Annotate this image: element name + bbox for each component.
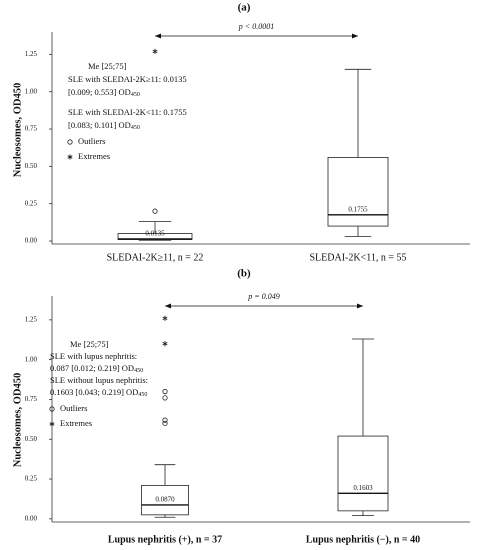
y-tick-label: 0.25 <box>25 475 38 483</box>
note-text: [0.083; 0.101] OD <box>68 120 131 130</box>
extreme-stroke <box>162 342 168 346</box>
y-axis-label: Nucleosomes, OD450 <box>12 373 23 468</box>
note-subscript: 450 <box>138 392 147 398</box>
box <box>337 435 389 512</box>
note: SLE with lupus nephritis: <box>50 351 137 361</box>
note: SLE with SLEDAI-2K≥11: 0.0135 <box>68 74 187 84</box>
median-label: 0.1603 <box>353 484 373 492</box>
x-tick-label: Lupus nephritis (−), n = 40 <box>306 534 420 545</box>
outlier <box>152 208 158 214</box>
note-subscript: 450 <box>131 125 140 131</box>
chart-title: (a) <box>238 2 251 14</box>
note: Me [25;75] <box>88 61 127 71</box>
outlier <box>162 395 168 401</box>
note-text: SLE with SLEDAI-2K≥11: 0.0135 <box>68 74 187 84</box>
extreme <box>152 48 158 55</box>
y-tick-label: 1.00 <box>25 355 38 363</box>
median-label: 0.0135 <box>145 230 165 238</box>
median-label: 0.0870 <box>155 496 175 504</box>
note-subscript: 450 <box>134 368 143 374</box>
chart-title: (b) <box>237 268 251 280</box>
outlier <box>162 388 168 395</box>
note-subscript: 450 <box>131 92 140 98</box>
note-text: 0.1603 [0.043; 0.219] OD <box>50 387 138 397</box>
note-text: 0.087 [0.012; 0.219] OD <box>50 363 134 373</box>
box <box>327 157 389 227</box>
extreme-stroke <box>152 49 158 54</box>
y-tick-label: 0.75 <box>25 395 38 403</box>
note: [0.009; 0.553] OD450 <box>68 87 140 98</box>
median-label: 0.1755 <box>348 205 368 213</box>
legend-label: Extremes <box>60 418 92 428</box>
legend-marker <box>67 139 73 145</box>
extreme <box>162 341 168 347</box>
y-tick-label: 1.00 <box>25 87 38 95</box>
note: SLE without lupus nephritis: <box>50 375 148 385</box>
y-tick-label: 1.25 <box>25 315 38 323</box>
legend-label: Extremes <box>78 151 110 161</box>
y-axis-label: Nucleosomes, OD450 <box>12 83 23 178</box>
extreme <box>162 315 168 321</box>
note: [0.083; 0.101] OD450 <box>68 120 140 131</box>
note: 0.1603 [0.043; 0.219] OD450 <box>50 387 147 398</box>
y-tick-label: 0.25 <box>25 199 38 207</box>
p-value: p = 0.049 <box>247 292 279 301</box>
note: SLE with SLEDAI-2K<11: 0.1755 <box>68 107 187 117</box>
y-tick-label: 0.75 <box>25 125 38 133</box>
legend-marker <box>49 406 55 412</box>
y-tick-label: 0.00 <box>25 514 38 522</box>
box <box>141 484 189 516</box>
y-tick-label: 0.50 <box>25 162 38 170</box>
x-tick-label: Lupus nephritis (+), n = 37 <box>108 534 222 545</box>
y-tick-label: 0.00 <box>25 237 38 245</box>
outlier <box>162 420 168 426</box>
note-text: SLE with lupus nephritis: <box>50 351 137 361</box>
legend-marker <box>49 421 55 427</box>
legend-marker-stroke <box>67 155 73 159</box>
note-text: Me [25;75] <box>88 61 127 71</box>
legend-label: Outliers <box>78 136 105 146</box>
x-tick-label: SLEDAI-2K<11, n = 55 <box>309 252 406 263</box>
y-tick-label: 1.25 <box>25 50 38 58</box>
p-value: p < 0.0001 <box>238 22 274 31</box>
y-tick-label: 0.50 <box>25 435 38 443</box>
note-text: Me [25;75] <box>70 339 109 349</box>
note-text: [0.009; 0.553] OD <box>68 87 131 97</box>
note-text: SLE without lupus nephritis: <box>50 375 148 385</box>
outlier <box>162 417 168 423</box>
x-tick-label: SLEDAI-2K≥11, n = 22 <box>107 252 204 263</box>
note: Me [25;75] <box>70 339 109 349</box>
legend-label: Outliers <box>60 403 87 413</box>
legend-marker-stroke <box>49 422 55 426</box>
extreme-stroke <box>162 316 168 320</box>
legend-marker <box>67 154 73 160</box>
note: 0.087 [0.012; 0.219] OD450 <box>50 363 143 374</box>
note-text: SLE with SLEDAI-2K<11: 0.1755 <box>68 107 187 117</box>
